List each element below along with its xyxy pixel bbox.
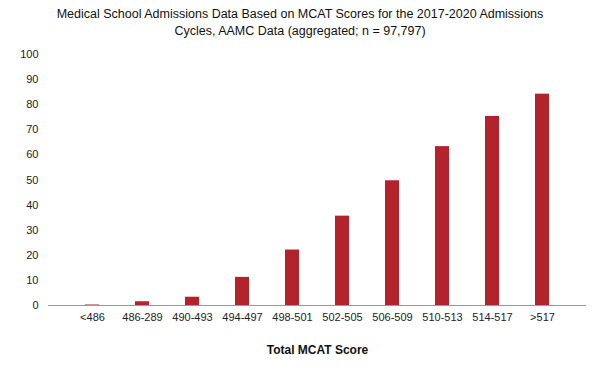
svg-text:100: 100: [20, 48, 38, 60]
svg-text:506-509: 506-509: [372, 311, 412, 323]
svg-text:30: 30: [26, 224, 38, 236]
svg-text:502-505: 502-505: [322, 311, 362, 323]
svg-text:60: 60: [26, 148, 38, 160]
svg-text:<486: <486: [80, 311, 105, 323]
svg-text:>517: >517: [530, 311, 555, 323]
svg-text:10: 10: [26, 274, 38, 286]
svg-text:490-493: 490-493: [172, 311, 212, 323]
svg-text:514-517: 514-517: [472, 311, 512, 323]
svg-text:90: 90: [26, 73, 38, 85]
svg-text:498-501: 498-501: [272, 311, 312, 323]
svg-text:0: 0: [32, 299, 38, 311]
html-text:Medical School Admissions Data: Medical School Admissions Data Based on …: [56, 7, 544, 38]
svg-text:70: 70: [26, 123, 38, 135]
svg-text:494-497: 494-497: [222, 311, 262, 323]
svg-text:510-513: 510-513: [422, 311, 462, 323]
svg-text:50: 50: [26, 174, 38, 186]
svg-text:486-289: 486-289: [122, 311, 162, 323]
svg-text:80: 80: [26, 98, 38, 110]
svg-text:Total MCAT Score: Total MCAT Score: [267, 343, 369, 357]
svg-text:40: 40: [26, 199, 38, 211]
svg-text:20: 20: [26, 249, 38, 261]
